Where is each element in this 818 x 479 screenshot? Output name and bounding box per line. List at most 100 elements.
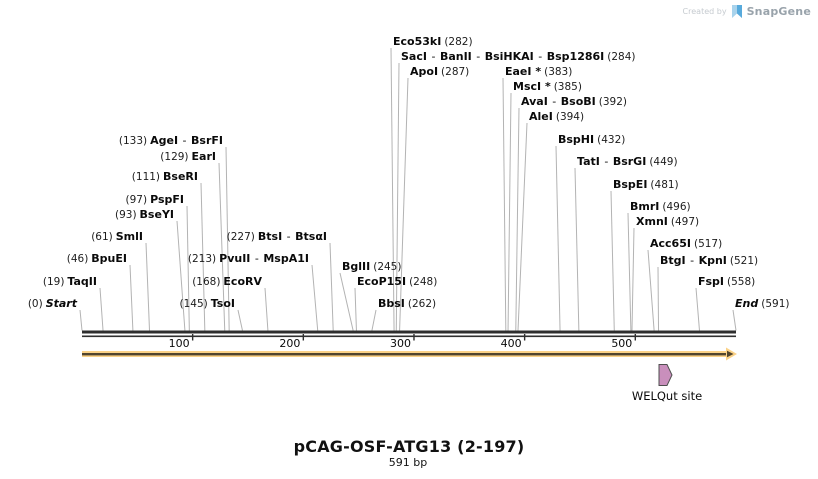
enzyme-name: MscI xyxy=(513,80,542,93)
leader-line xyxy=(371,309,377,331)
ruler-tick-label: 400 xyxy=(500,337,522,350)
enzyme-name: BglII xyxy=(342,260,371,273)
enzyme-name: BtsαI xyxy=(295,230,327,243)
enzyme-name: Start xyxy=(45,297,77,310)
leader-line xyxy=(186,205,190,331)
site-position: (591) xyxy=(761,298,790,310)
name-separator: - xyxy=(534,50,546,63)
site-position: (497) xyxy=(670,216,700,228)
leader-line xyxy=(732,309,737,331)
site-position: (227) xyxy=(226,231,255,243)
site-label-start: (0) Start xyxy=(25,296,77,312)
site-position: (129) xyxy=(160,151,189,163)
site-position: (496) xyxy=(662,201,691,213)
ruler-tick-label: 100 xyxy=(168,337,190,350)
leader-line xyxy=(515,107,520,331)
name-separator: - xyxy=(600,155,612,168)
leader-line xyxy=(79,309,83,331)
enzyme-name: BpuEI xyxy=(91,252,127,265)
star-marker: * xyxy=(541,80,551,93)
site-position: (0) xyxy=(27,298,43,310)
site-label-bspei: BspEI (481) xyxy=(613,177,682,193)
site-position: (521) xyxy=(729,255,759,267)
enzyme-name: BanII xyxy=(439,50,472,63)
name-separator: - xyxy=(283,230,295,243)
enzyme-name: TsoI xyxy=(210,297,235,310)
site-position: (481) xyxy=(650,179,679,191)
leader-line xyxy=(329,242,334,331)
enzyme-name: BbsI xyxy=(378,297,405,310)
enzyme-name: EaeI xyxy=(505,65,532,78)
site-position: (284) xyxy=(607,51,636,63)
enzyme-name: EcoRV xyxy=(223,275,262,288)
leader-line xyxy=(237,309,243,331)
ruler-tick-label: 200 xyxy=(279,337,301,350)
welqut-site-label: WELQut site xyxy=(631,389,703,403)
enzyme-name: BtsI xyxy=(257,230,283,243)
site-label-eco53ki: Eco53kI (282) xyxy=(393,34,476,50)
site-position: (133) xyxy=(118,135,148,147)
name-separator: - xyxy=(179,134,191,147)
site-label-bsphi: BspHI (432) xyxy=(558,132,628,148)
enzyme-name: BsiHKAI xyxy=(484,50,534,63)
ruler-tick-label: 500 xyxy=(611,337,633,350)
site-label-btgi-kpni: BtgI - KpnI (521) xyxy=(660,253,761,269)
enzyme-name: AleI xyxy=(529,110,553,123)
leader-line xyxy=(507,92,512,331)
site-position: (392) xyxy=(598,96,627,108)
enzyme-name: BtgI xyxy=(660,254,686,267)
enzyme-name: BseRI xyxy=(163,170,198,183)
site-position: (517) xyxy=(693,238,723,250)
enzyme-name: PvuII xyxy=(219,252,251,265)
site-position: (145) xyxy=(179,298,208,310)
enzyme-name: KpnI xyxy=(698,254,727,267)
enzyme-name: BspEI xyxy=(613,178,648,191)
leader-line xyxy=(555,145,561,331)
site-label-smli: (61) SmlI xyxy=(88,229,143,245)
leader-line xyxy=(502,77,507,331)
enzyme-name: ApoI xyxy=(410,65,439,78)
site-label-bbsi: BbsI (262) xyxy=(378,296,439,312)
enzyme-name: TaqII xyxy=(67,275,97,288)
enzyme-name: SmlI xyxy=(115,230,143,243)
enzyme-name: AvaI xyxy=(521,95,548,108)
site-label-agei-bsrfi: (133) AgeI - BsrFI xyxy=(116,133,223,149)
site-position: (245) xyxy=(373,261,402,273)
enzyme-name: BsoBI xyxy=(560,95,596,108)
leader-line xyxy=(129,264,134,331)
site-position: (46) xyxy=(66,253,89,265)
site-position: (394) xyxy=(555,111,585,123)
span-arrow-core xyxy=(82,353,727,356)
site-position: (248) xyxy=(409,276,438,288)
site-position: (282) xyxy=(444,36,473,48)
enzyme-name: End xyxy=(735,297,759,310)
site-label-bpuei: (46) BpuEI xyxy=(64,251,127,267)
map-length: 591 bp xyxy=(388,456,428,469)
leader-line xyxy=(647,249,655,331)
site-position: (168) xyxy=(192,276,221,288)
site-label-xmni: XmnI (497) xyxy=(636,214,702,230)
site-position: (287) xyxy=(441,66,470,78)
site-label-ecorv: (168) EcoRV xyxy=(189,274,262,290)
site-label-alei: AleI (394) xyxy=(529,109,587,125)
leader-line xyxy=(218,162,226,331)
sequence-bar xyxy=(82,330,736,334)
site-position: (97) xyxy=(125,194,148,206)
leader-line xyxy=(657,266,660,331)
name-separator: - xyxy=(472,50,484,63)
site-label-pspfi: (97) PspFI xyxy=(123,192,184,208)
leader-line xyxy=(627,212,632,331)
name-separator: - xyxy=(427,50,439,63)
site-label-msci: MscI * (385) xyxy=(513,79,585,95)
enzyme-name: BmrI xyxy=(630,200,660,213)
site-position: (432) xyxy=(597,134,626,146)
site-label-eaei: EaeI * (383) xyxy=(505,64,575,80)
enzyme-name: Eco53kI xyxy=(393,35,442,48)
site-position: (262) xyxy=(407,298,437,310)
ruler-tick-label: 300 xyxy=(389,337,411,350)
site-position: (61) xyxy=(91,231,113,243)
site-label-tsoi: (145) TsoI xyxy=(177,296,235,312)
leader-line xyxy=(695,287,700,331)
enzyme-name: BspHI xyxy=(558,133,595,146)
